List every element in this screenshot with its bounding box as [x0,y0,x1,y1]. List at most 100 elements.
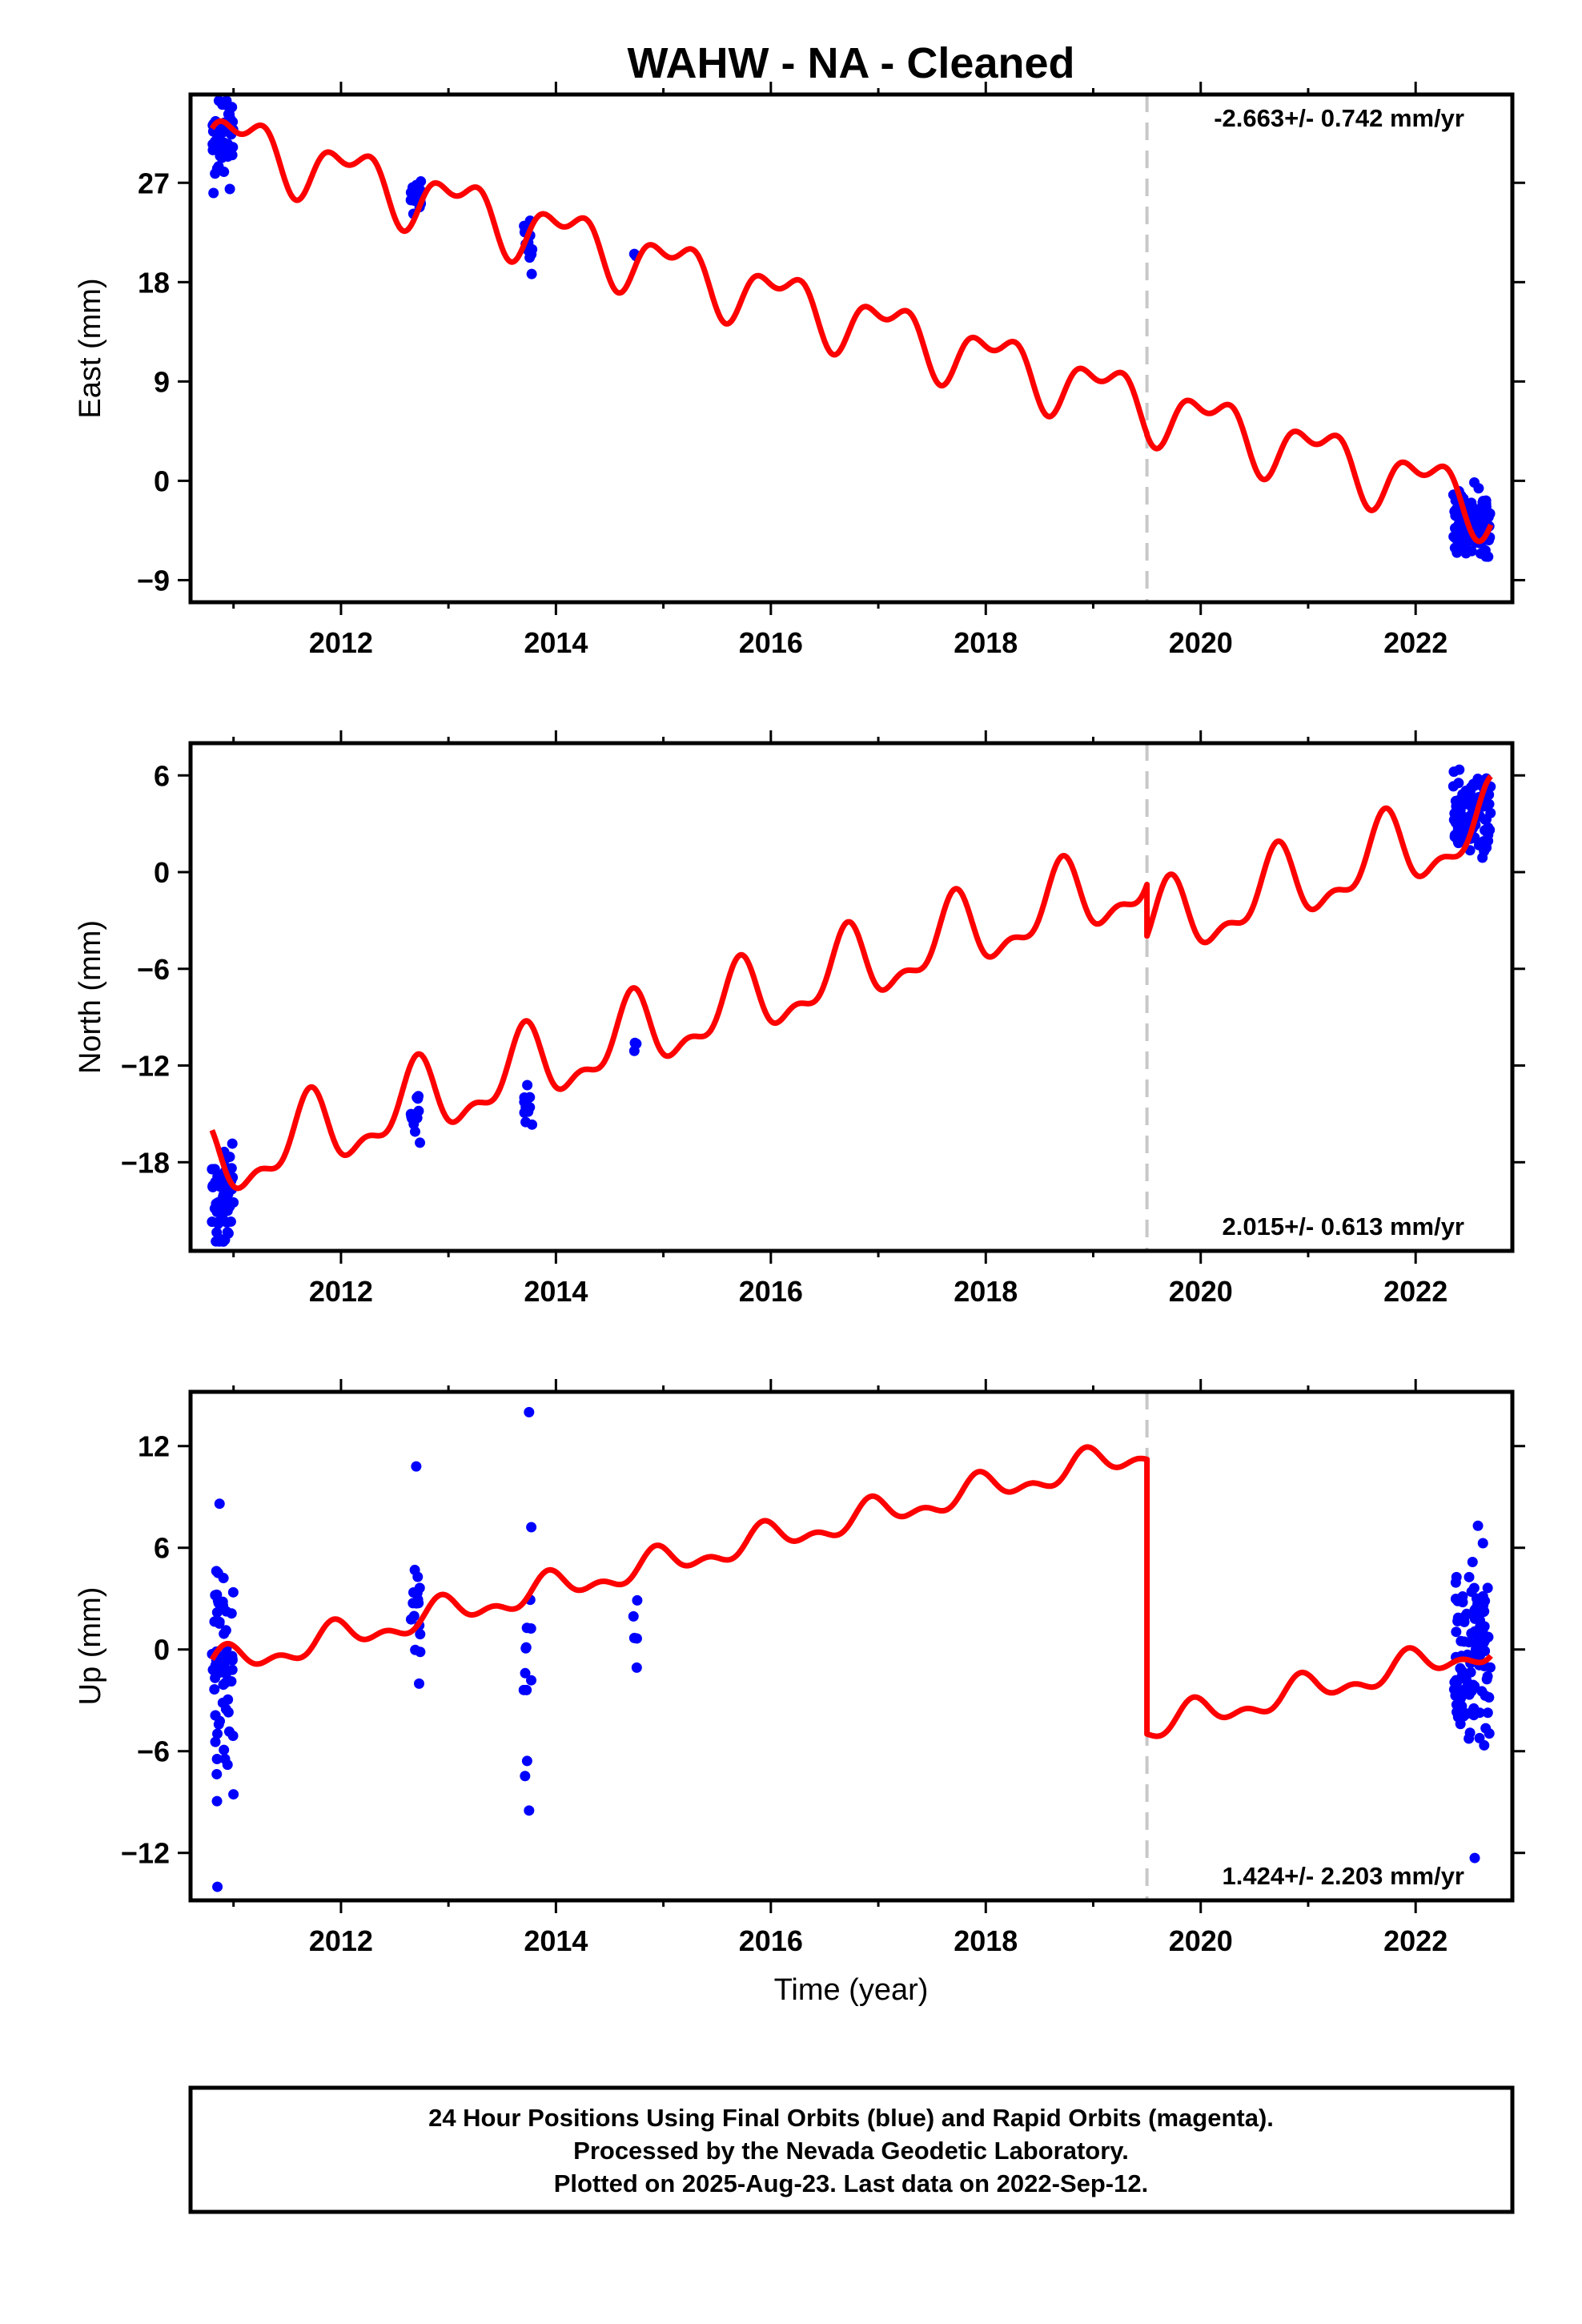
data-point [1479,1739,1490,1751]
data-point [1464,1727,1476,1739]
x-tick-label: 2016 [739,1924,803,1957]
data-point [215,1173,227,1184]
x-tick-label: 2012 [309,1924,373,1957]
rate-label: 1.424+/- 2.203 mm/yr [1223,1862,1464,1890]
plot-area [207,1392,1496,1900]
data-point [1479,846,1490,857]
y-tick-label: 0 [154,1634,170,1667]
data-point [1454,794,1465,806]
footer-line-1: 24 Hour Positions Using Final Orbits (bl… [428,2104,1274,2132]
x-tick-label: 2020 [1169,626,1233,659]
data-point [408,1610,420,1622]
data-point [217,127,228,139]
y-axis-label: North (mm) [74,920,107,1074]
data-point [210,1736,221,1747]
data-point [1452,836,1464,847]
y-tick-label: −6 [137,953,170,986]
data-point [1456,1635,1467,1647]
y-tick-label: 0 [154,856,170,889]
data-point [1451,1699,1462,1711]
data-point [219,167,230,178]
data-point [520,1771,531,1782]
data-point [220,1193,231,1204]
data-point [223,1707,234,1718]
data-point [1467,1556,1478,1567]
data-point [1475,518,1486,529]
data-point [214,1667,225,1679]
final-orbit-points [207,1406,1496,1892]
data-point [1452,1612,1464,1623]
data-point [415,1629,426,1640]
data-point [1464,1571,1475,1582]
data-point [219,1659,230,1670]
x-tick-label: 2012 [309,1275,373,1308]
data-point [227,1586,239,1598]
data-point [1448,531,1460,542]
data-point [523,1106,534,1117]
data-point [1481,1674,1492,1685]
data-point [526,1675,537,1686]
x-tick-label: 2016 [739,1275,803,1308]
data-point [1456,814,1467,826]
data-point [223,109,234,120]
rate-label: 2.015+/- 0.613 mm/yr [1223,1212,1464,1240]
x-tick-label: 2020 [1169,1924,1233,1957]
data-point [211,1768,223,1779]
data-point [405,195,416,206]
data-point [1474,1707,1485,1719]
x-tick-label: 2016 [739,626,803,659]
data-point [227,1664,238,1675]
y-tick-label: −12 [121,1050,170,1083]
data-point [212,1728,223,1739]
data-point [631,1662,642,1673]
x-tick-label: 2018 [954,626,1018,659]
data-point [1468,795,1479,806]
data-point [410,1644,421,1655]
data-point [207,1181,219,1192]
rate-label: -2.663+/- 0.742 mm/yr [1214,104,1464,132]
data-point [207,1216,218,1228]
data-point [224,183,235,195]
data-point [1484,1728,1495,1739]
data-point [226,1608,237,1619]
y-axis-label: East (mm) [74,278,107,418]
data-point [228,1789,239,1800]
figure-title: WAHW - NA - Cleaned [628,39,1075,87]
x-tick-label: 2022 [1383,1924,1447,1957]
plot-area [207,743,1496,1251]
data-point [1480,551,1492,562]
data-point [1448,766,1460,778]
data-point [222,1227,233,1238]
y-tick-label: 18 [138,266,170,299]
data-point [212,1881,223,1892]
x-tick-label: 2022 [1383,626,1447,659]
data-point [413,1678,424,1689]
data-point [207,78,218,89]
data-point [520,1667,531,1679]
model-line [209,774,1493,1192]
x-tick-label: 2020 [1169,1275,1233,1308]
data-point [1453,778,1464,789]
data-point [209,1684,220,1695]
data-point [207,1164,218,1175]
panels: −9 0 9 18 27 2012 2014 2016 2018 2020 2022 East (mm… [74,78,1525,1957]
data-point [1477,1626,1488,1638]
data-point [214,1498,225,1510]
data-point [208,187,219,199]
data-point [227,1654,238,1665]
data-point [210,168,221,179]
data-point [524,1406,535,1417]
data-point [1460,822,1471,833]
x-tick-label: 2012 [309,626,373,659]
x-tick-label: 2022 [1383,1275,1447,1308]
panel-up: −12 −6 0 6 12 2012 2014 2016 2018 2020 2022 Up (mm)… [74,1379,1525,1957]
footer-box: 24 Hour Positions Using Final Orbits (bl… [188,2085,1515,2214]
data-point [527,1119,538,1130]
data-point [212,1204,223,1216]
data-point [409,1564,420,1575]
data-point [1472,1520,1484,1531]
panel-east: −9 0 9 18 27 2012 2014 2016 2018 2020 2022 East (mm… [74,78,1525,659]
data-point [1472,1640,1484,1651]
data-point [1477,1538,1488,1549]
